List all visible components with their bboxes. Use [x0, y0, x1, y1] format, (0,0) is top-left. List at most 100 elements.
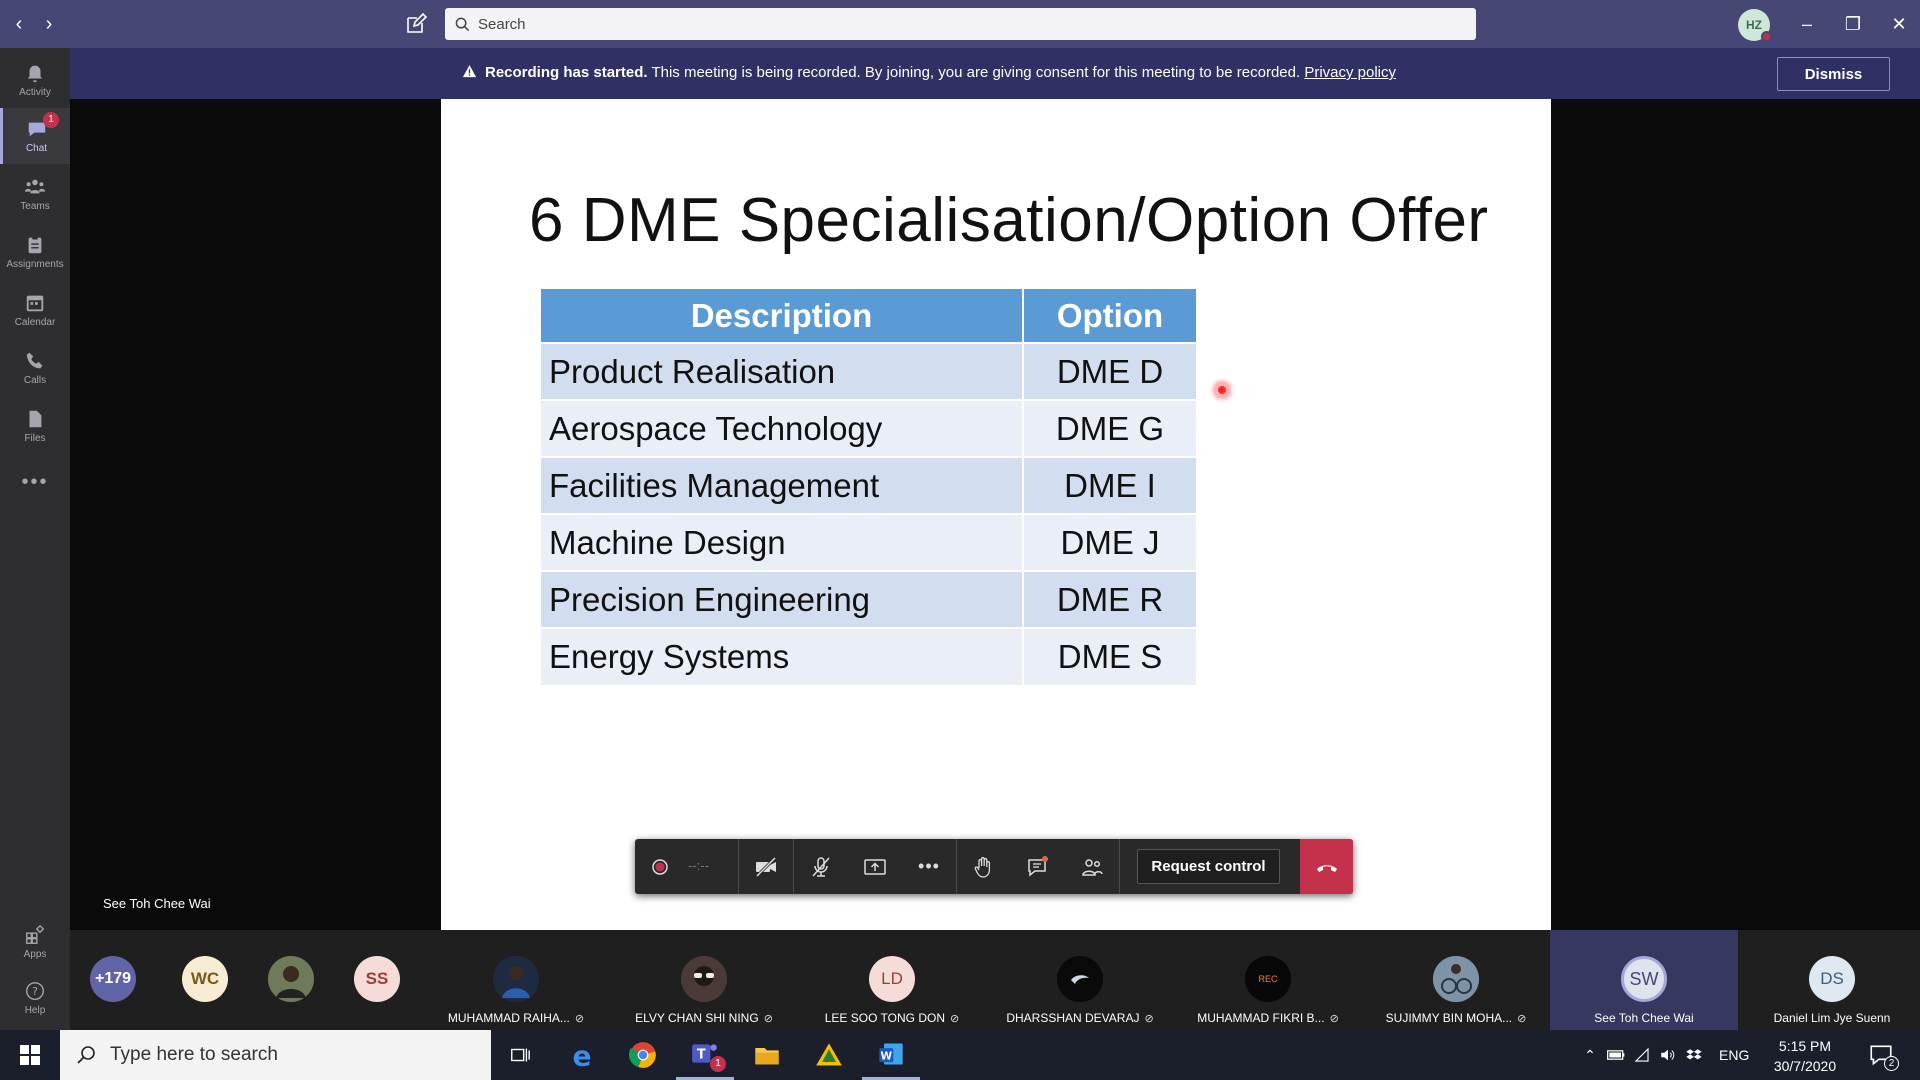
- forward-arrow-icon[interactable]: ›: [45, 13, 53, 35]
- table-row: Facilities Management DME I: [541, 456, 1198, 514]
- person-photo-icon: [1057, 956, 1103, 1002]
- rail-label: Calendar: [14, 317, 56, 328]
- more-apps-icon[interactable]: •••: [21, 470, 49, 493]
- raise-hand-icon[interactable]: [957, 839, 1011, 894]
- divider: [1119, 839, 1120, 894]
- app-triangle-icon[interactable]: [800, 1030, 858, 1080]
- recording-indicator-icon[interactable]: [635, 839, 685, 894]
- rail-label: Apps: [23, 949, 47, 960]
- language-indicator[interactable]: ENG: [1719, 1047, 1750, 1063]
- participant-avatar: [493, 956, 539, 1002]
- participant-tile[interactable]: DS Daniel Lim Jye Suenn: [1738, 930, 1920, 1030]
- chevron-up-icon[interactable]: ⌃: [1584, 1046, 1596, 1063]
- recording-title: Recording has started.: [485, 64, 648, 81]
- more-participants-button[interactable]: +179: [90, 956, 136, 1002]
- close-icon[interactable]: ✕: [1891, 14, 1907, 34]
- clock[interactable]: 5:15 PM 30/7/2020: [1770, 1036, 1840, 1076]
- meeting-chat-icon[interactable]: [1011, 839, 1065, 894]
- participants-icon[interactable]: [1065, 839, 1119, 894]
- minimize-icon[interactable]: –: [1801, 14, 1812, 34]
- notification-center-button[interactable]: 2: [1864, 1038, 1899, 1072]
- chrome-icon[interactable]: [614, 1030, 672, 1080]
- more-actions-icon[interactable]: •••: [918, 856, 940, 876]
- help-icon: ?: [26, 982, 44, 1000]
- search-input[interactable]: Search: [445, 8, 1476, 40]
- share-screen-icon[interactable]: [848, 839, 902, 894]
- person-photo-icon: [681, 956, 727, 1002]
- back-arrow-icon[interactable]: ‹: [15, 13, 23, 35]
- mic-muted-icon[interactable]: [794, 839, 848, 894]
- participant-avatar[interactable]: SS: [354, 956, 400, 1002]
- notification-count: 2: [1884, 1056, 1899, 1071]
- call-timer: --:--: [688, 858, 709, 873]
- teams-taskbar-icon[interactable]: T 1: [676, 1030, 734, 1080]
- compose-icon[interactable]: [404, 12, 428, 36]
- rail-label: Assignments: [6, 259, 64, 270]
- participant-tile[interactable]: ELVY CHAN SHI NING ⊘: [610, 930, 798, 1030]
- windows-logo-icon: [20, 1045, 40, 1065]
- rail-item-calls[interactable]: Calls: [0, 340, 70, 396]
- rail-item-calendar[interactable]: Calendar: [0, 282, 70, 338]
- wifi-icon[interactable]: [1629, 1030, 1655, 1080]
- participant-tile[interactable]: SUJIMMY BIN MOHA... ⊘: [1362, 930, 1550, 1030]
- restore-icon[interactable]: ❐: [1844, 14, 1862, 34]
- participant-tile[interactable]: LD LEE SOO TONG DON ⊘: [798, 930, 986, 1030]
- volume-icon[interactable]: [1655, 1030, 1681, 1080]
- privacy-policy-link[interactable]: Privacy policy: [1304, 64, 1397, 81]
- shared-slide: 6 DME Specialisation/Option Offer Descri…: [441, 99, 1551, 930]
- recording-text: This meeting is being recorded. By joini…: [647, 64, 1305, 81]
- svg-text:e: e: [573, 1041, 592, 1069]
- svg-text:?: ?: [32, 985, 38, 998]
- word-icon[interactable]: W: [862, 1030, 920, 1080]
- participants-strip: +179 WC SS MUHAMMAD RAIHA... ⊘ ELVY CHAN …: [70, 930, 1920, 1030]
- bell-icon: [27, 65, 43, 83]
- participant-name: LEE SOO TONG DON ⊘: [824, 1011, 960, 1025]
- table-cell: Aerospace Technology: [541, 399, 1024, 457]
- request-control-button[interactable]: Request control: [1137, 849, 1280, 884]
- mic-off-icon: ⊘: [1329, 1013, 1339, 1025]
- mic-off-icon: ⊘: [1517, 1013, 1527, 1025]
- rail-item-help[interactable]: ? Help: [0, 970, 70, 1026]
- dropbox-icon[interactable]: [1681, 1030, 1707, 1080]
- rail-item-chat[interactable]: 1 Chat: [0, 108, 70, 164]
- participant-avatar: [1433, 956, 1479, 1002]
- mic-off-icon: ⊘: [574, 1013, 585, 1025]
- table-cell: DME G: [1023, 399, 1198, 457]
- task-view-icon[interactable]: [491, 1030, 549, 1080]
- participant-name: See Toh Chee Wai: [1594, 1011, 1694, 1025]
- participant-tile-presenter[interactable]: SW See Toh Chee Wai: [1550, 930, 1738, 1030]
- rail-item-activity[interactable]: Activity: [0, 52, 70, 108]
- table-cell: Facilities Management: [541, 456, 1024, 514]
- participant-avatar[interactable]: WC: [182, 956, 228, 1002]
- divider: [793, 839, 794, 894]
- assignments-icon: [28, 235, 42, 254]
- rec-logo: REC: [1258, 974, 1278, 984]
- rail-label: Chat: [25, 143, 48, 154]
- dismiss-button[interactable]: Dismiss: [1777, 57, 1890, 91]
- start-button[interactable]: [0, 1030, 60, 1080]
- person-photo-icon: [493, 956, 539, 1002]
- clock-time: 5:15 PM: [1778, 1038, 1832, 1054]
- battery-icon[interactable]: [1603, 1030, 1629, 1080]
- rail-item-apps[interactable]: Apps: [0, 914, 70, 970]
- camera-off-icon[interactable]: [739, 839, 793, 894]
- search-icon: [455, 17, 470, 31]
- participant-tile[interactable]: REC MUHAMMAD FIKRI B... ⊘: [1174, 930, 1362, 1030]
- rail-item-files[interactable]: Files: [0, 398, 70, 454]
- participant-avatar[interactable]: [268, 956, 314, 1002]
- hang-up-button[interactable]: [1300, 839, 1353, 894]
- user-avatar[interactable]: HZ: [1738, 9, 1772, 42]
- rail-item-assignments[interactable]: Assignments: [0, 224, 70, 280]
- participant-avatar: SW: [1621, 956, 1667, 1002]
- edge-browser-icon[interactable]: e: [553, 1030, 611, 1080]
- file-explorer-icon[interactable]: [738, 1030, 796, 1080]
- divider: [738, 839, 739, 894]
- title-bar: ‹ › Search HZ – ❐ ✕: [0, 0, 1920, 48]
- rail-item-teams[interactable]: Teams: [0, 166, 70, 222]
- presence-dot: [1761, 31, 1772, 42]
- person-photo-icon: [1433, 956, 1479, 1002]
- taskbar-search-input[interactable]: Type here to search: [60, 1030, 491, 1080]
- table-cell: DME S: [1023, 627, 1198, 685]
- participant-tile[interactable]: MUHAMMAD RAIHA... ⊘: [422, 930, 610, 1030]
- participant-tile[interactable]: DHARSSHAN DEVARAJ ⊘: [986, 930, 1174, 1030]
